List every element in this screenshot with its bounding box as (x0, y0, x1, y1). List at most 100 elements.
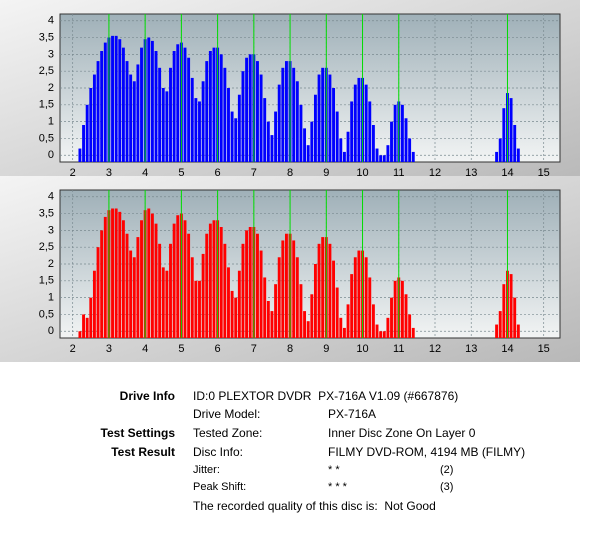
bar (516, 148, 520, 162)
disc: FILMY DVD-ROM, 4194 MB (FILMY) (328, 445, 526, 459)
peak-label: Peak Shift: (193, 481, 247, 493)
y-tick-label: 1,5 (39, 99, 54, 111)
x-tick-label: 2 (70, 167, 76, 179)
x-tick-label: 7 (251, 167, 257, 179)
bar (85, 104, 89, 162)
bar (172, 51, 176, 162)
bar (223, 67, 227, 162)
bar (277, 257, 281, 338)
bar (201, 81, 205, 162)
y-tick-label: 1 (48, 116, 54, 128)
bar (219, 227, 223, 338)
bar (237, 270, 241, 338)
bar (509, 98, 513, 162)
x-tick-label: 3 (106, 343, 112, 355)
x-tick-label: 9 (323, 343, 329, 355)
bar (111, 35, 114, 163)
bar (205, 233, 209, 338)
bar (332, 260, 335, 338)
bar (82, 314, 85, 338)
y-tick-label: 2 (48, 258, 54, 270)
bar (379, 331, 383, 338)
bar (223, 243, 227, 338)
bar (371, 125, 375, 162)
bar (513, 125, 517, 162)
bar (379, 155, 383, 162)
bar (386, 317, 390, 338)
bar (154, 51, 158, 162)
peak-score: (3) (440, 481, 454, 493)
bar (306, 321, 310, 338)
bar (295, 257, 299, 338)
bar (313, 94, 317, 162)
bar (346, 131, 350, 162)
bar (190, 257, 194, 338)
x-tick-label: 8 (287, 343, 293, 355)
bar (92, 74, 96, 162)
bar (285, 61, 288, 162)
bar (212, 47, 216, 162)
bar (382, 155, 386, 162)
y-tick-label: 0,5 (39, 308, 54, 320)
model: PX-716A (328, 407, 377, 421)
bar (118, 211, 122, 338)
x-tick-label: 13 (465, 167, 477, 179)
bar (303, 311, 307, 338)
bar (248, 54, 252, 163)
bar (310, 294, 314, 338)
bar (277, 84, 281, 162)
bar (100, 230, 104, 338)
y-tick-label: 0,5 (39, 132, 54, 144)
peak-stars: * * * (328, 481, 347, 493)
jitter-score: (2) (440, 464, 454, 476)
bar (495, 151, 499, 162)
test-settings-heading: Test Settings (100, 426, 175, 440)
zone-label: Tested Zone: (193, 426, 263, 440)
bar (346, 304, 350, 338)
bar (502, 108, 506, 162)
bar (368, 101, 372, 162)
bar (125, 233, 129, 338)
x-tick-label: 11 (393, 343, 404, 355)
bar (371, 304, 375, 338)
bar (165, 270, 169, 338)
bar (400, 280, 404, 338)
bar (400, 104, 404, 162)
x-tick-label: 4 (142, 343, 148, 355)
bar (364, 84, 368, 162)
bar (375, 324, 379, 338)
y-tick-label: 0 (48, 325, 54, 337)
y-tick-label: 0 (48, 149, 54, 161)
bar (96, 247, 100, 338)
bar (245, 230, 249, 338)
bar (513, 297, 517, 338)
bar (140, 47, 143, 162)
bar (502, 284, 506, 338)
bar (103, 216, 107, 338)
bar (313, 264, 317, 338)
bar (158, 243, 162, 338)
y-tick-label: 2,5 (39, 241, 54, 253)
x-tick-label: 7 (251, 343, 257, 355)
bar (227, 267, 230, 338)
bar (317, 74, 321, 162)
bar (516, 324, 520, 338)
x-tick-label: 2 (70, 343, 76, 355)
y-tick-label: 3,5 (39, 207, 54, 219)
bar (121, 220, 125, 338)
x-tick-label: 14 (501, 343, 513, 355)
bar (259, 250, 263, 338)
x-tick-label: 13 (465, 343, 477, 355)
bar (114, 208, 118, 338)
bar (194, 280, 198, 338)
bar (404, 118, 408, 162)
x-tick-label: 10 (356, 167, 368, 179)
bar (208, 223, 212, 338)
bar (390, 297, 393, 338)
bar (237, 94, 241, 162)
y-tick-label: 1,5 (39, 275, 54, 287)
bar (140, 220, 143, 338)
bar (295, 81, 299, 162)
bar (169, 67, 172, 162)
